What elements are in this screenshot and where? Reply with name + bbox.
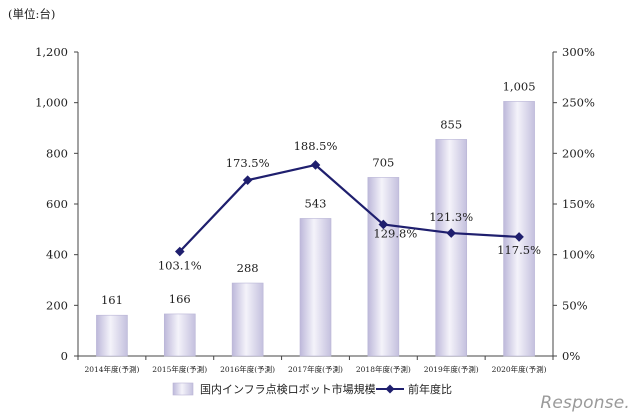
y-right-tick-label: 200% (562, 146, 595, 160)
x-tick-label: 2017年度(予測) (288, 364, 343, 374)
yoy-value-label: 188.5% (294, 139, 338, 153)
y-right-tick-label: 300% (562, 45, 595, 59)
y-left-tick-label: 800 (46, 146, 68, 160)
y-left-tick-label: 0 (61, 349, 68, 363)
yoy-value-label: 129.8% (373, 226, 417, 240)
yoy-point (310, 160, 321, 170)
yoy-point (446, 228, 457, 238)
yoy-value-label: 121.3% (429, 210, 473, 224)
legend-line-label: 前年度比 (408, 382, 452, 396)
legend-bar-swatch (172, 382, 194, 396)
bar-value-label: 705 (372, 155, 394, 169)
bar-value-label: 543 (305, 196, 327, 210)
yoy-line (178, 163, 520, 253)
x-tick-label: 2018年度(予測) (356, 364, 411, 374)
yoy-value-label: 173.5% (226, 156, 270, 170)
response-watermark: Response. (540, 393, 630, 413)
bar (231, 282, 264, 357)
bar (367, 177, 400, 357)
y-left-tick-label: 600 (46, 197, 68, 211)
unit-label: (単位:台) (8, 7, 55, 21)
yoy-point (378, 219, 389, 230)
x-tick-label: 2019年度(予測) (424, 364, 479, 374)
legend-bar-label: 国内インフラ点検ロボット市場規模 (200, 382, 376, 396)
y-left-tick-label: 1,200 (35, 45, 68, 59)
yoy-point (174, 246, 185, 257)
y-right-tick-label: 50% (562, 298, 588, 312)
yoy-point (514, 232, 524, 242)
y-left-tick-label: 1,000 (35, 96, 68, 110)
yoy-point (242, 175, 253, 185)
bar (435, 139, 468, 357)
legend-line-marker (385, 384, 395, 394)
y-right-tick-label: 100% (562, 248, 595, 262)
y-left-tick-label: 400 (46, 248, 68, 262)
y-right-tick-label: 250% (562, 96, 595, 110)
bar-value-label: 288 (237, 261, 259, 275)
bar-value-label: 1,005 (503, 79, 536, 93)
y-left-tick-label: 200 (46, 298, 68, 312)
x-tick-label: 2015年度(予測) (152, 364, 207, 374)
bar-value-label: 855 (440, 117, 462, 131)
x-tick-label: 2014年度(予測) (84, 364, 139, 374)
bar-value-label: 166 (169, 292, 191, 306)
y-right-tick-label: 0% (562, 349, 580, 363)
x-tick-label: 2020年度(予測) (492, 364, 547, 374)
yoy-value-label: 103.1% (158, 259, 202, 273)
bar-value-label: 161 (101, 293, 123, 307)
x-tick-label: 2016年度(予測) (220, 364, 275, 374)
yoy-value-label: 117.5% (497, 243, 541, 257)
y-right-tick-label: 150% (562, 197, 595, 211)
bar (96, 314, 128, 357)
bar (503, 101, 535, 357)
bar (299, 218, 332, 357)
bar (163, 313, 196, 357)
